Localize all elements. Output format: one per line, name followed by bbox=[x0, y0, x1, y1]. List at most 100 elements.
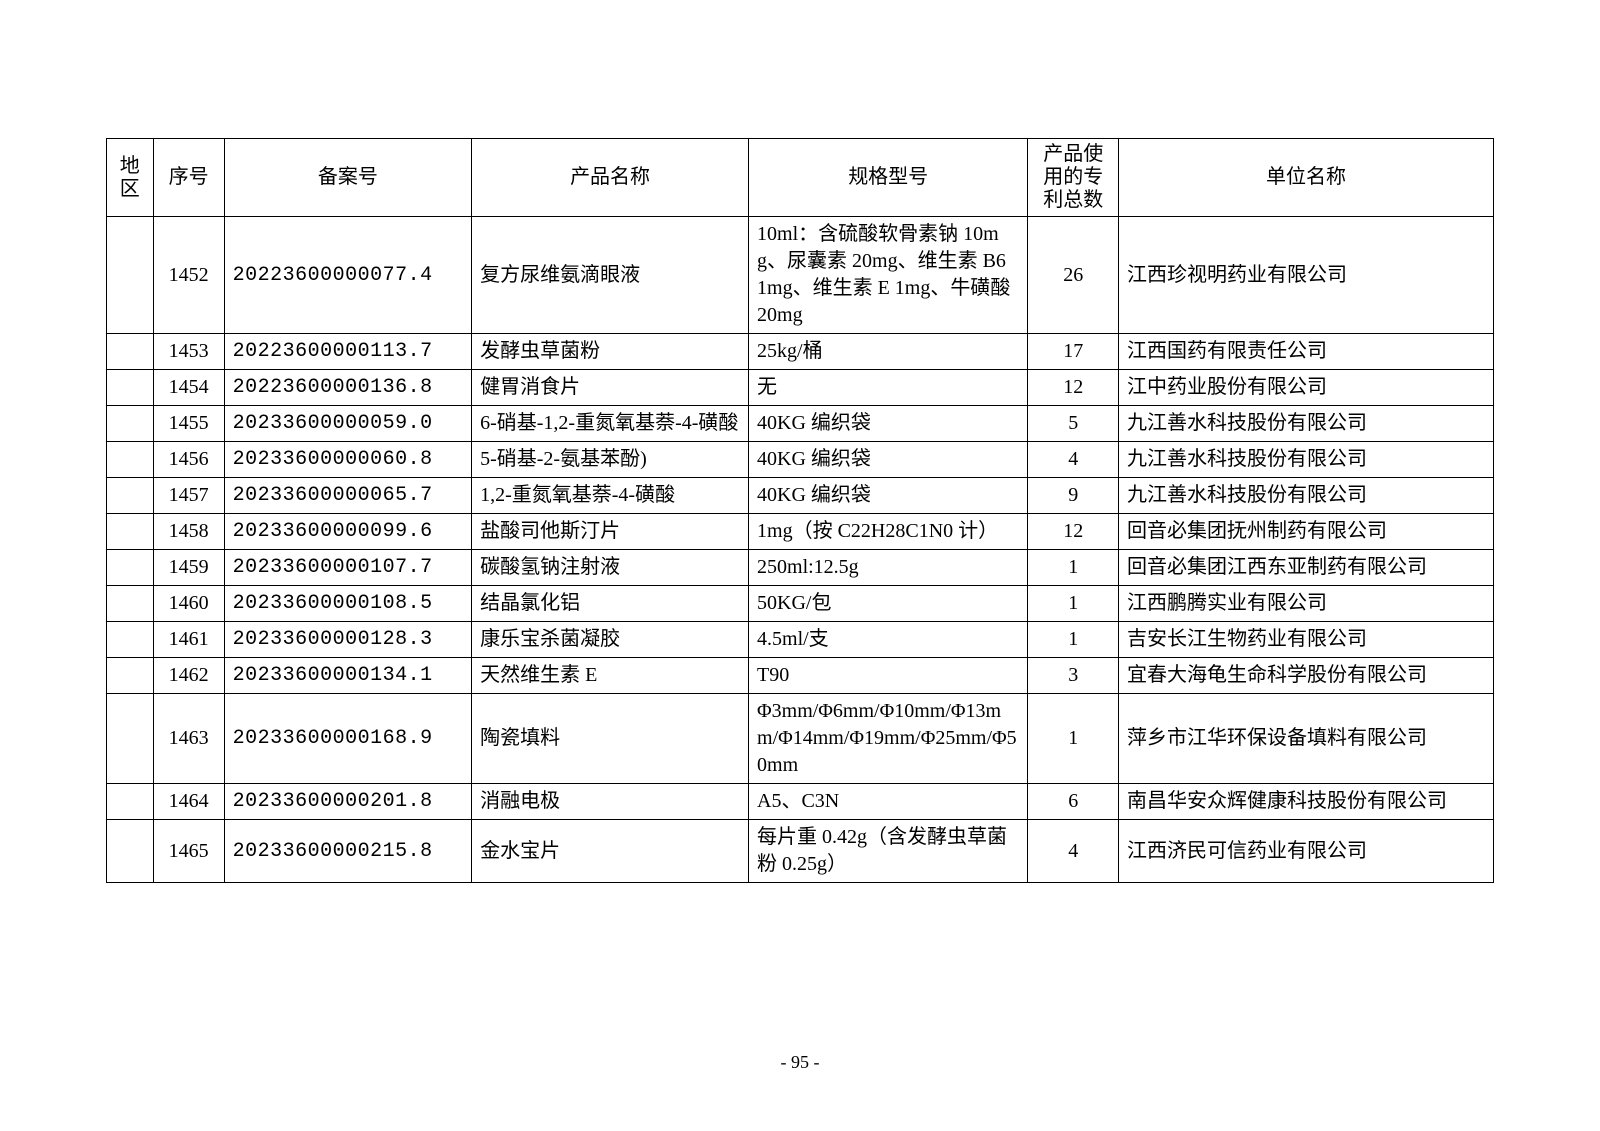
products-table: 地区 序号 备案号 产品名称 规格型号 产品使用的专利总数 单位名称 1452 … bbox=[106, 138, 1494, 883]
cell-spec: T90 bbox=[749, 658, 1028, 694]
cell-patent: 12 bbox=[1028, 370, 1119, 406]
cell-filing: 20233600000134.1 bbox=[224, 658, 472, 694]
cell-region bbox=[107, 370, 154, 406]
cell-filing: 20233600000128.3 bbox=[224, 622, 472, 658]
cell-patent: 1 bbox=[1028, 586, 1119, 622]
cell-patent: 1 bbox=[1028, 622, 1119, 658]
cell-name: 1,2-重氮氧基萘-4-磺酸 bbox=[472, 478, 749, 514]
table-row: 1456 20233600000060.8 5-硝基-2-氨基苯酚) 40KG … bbox=[107, 442, 1494, 478]
cell-filing: 20223600000136.8 bbox=[224, 370, 472, 406]
cell-unit: 九江善水科技股份有限公司 bbox=[1119, 406, 1494, 442]
cell-patent: 26 bbox=[1028, 217, 1119, 334]
cell-filing: 20233600000065.7 bbox=[224, 478, 472, 514]
table-row: 1465 20233600000215.8 金水宝片 每片重 0.42g（含发酵… bbox=[107, 820, 1494, 883]
cell-name: 盐酸司他斯汀片 bbox=[472, 514, 749, 550]
cell-spec: 40KG 编织袋 bbox=[749, 406, 1028, 442]
cell-seq: 1462 bbox=[153, 658, 224, 694]
cell-name: 金水宝片 bbox=[472, 820, 749, 883]
cell-region bbox=[107, 334, 154, 370]
table-header-row: 地区 序号 备案号 产品名称 规格型号 产品使用的专利总数 单位名称 bbox=[107, 139, 1494, 217]
col-header-seq: 序号 bbox=[153, 139, 224, 217]
cell-unit: 吉安长江生物药业有限公司 bbox=[1119, 622, 1494, 658]
table-row: 1455 20233600000059.0 6-硝基-1,2-重氮氧基萘-4-磺… bbox=[107, 406, 1494, 442]
table-row: 1462 20233600000134.1 天然维生素 E T90 3 宜春大海… bbox=[107, 658, 1494, 694]
table-row: 1453 20223600000113.7 发酵虫草菌粉 25kg/桶 17 江… bbox=[107, 334, 1494, 370]
col-header-name: 产品名称 bbox=[472, 139, 749, 217]
cell-unit: 江西鹏腾实业有限公司 bbox=[1119, 586, 1494, 622]
cell-spec: 25kg/桶 bbox=[749, 334, 1028, 370]
cell-spec: 无 bbox=[749, 370, 1028, 406]
cell-spec: 每片重 0.42g（含发酵虫草菌粉 0.25g） bbox=[749, 820, 1028, 883]
table-row: 1457 20233600000065.7 1,2-重氮氧基萘-4-磺酸 40K… bbox=[107, 478, 1494, 514]
cell-seq: 1456 bbox=[153, 442, 224, 478]
col-header-unit: 单位名称 bbox=[1119, 139, 1494, 217]
cell-region bbox=[107, 622, 154, 658]
cell-name: 健胃消食片 bbox=[472, 370, 749, 406]
cell-unit: 江西国药有限责任公司 bbox=[1119, 334, 1494, 370]
cell-region bbox=[107, 820, 154, 883]
cell-spec: 1mg（按 C22H28C1N0 计） bbox=[749, 514, 1028, 550]
cell-unit: 宜春大海龟生命科学股份有限公司 bbox=[1119, 658, 1494, 694]
cell-name: 康乐宝杀菌凝胶 bbox=[472, 622, 749, 658]
col-header-filing: 备案号 bbox=[224, 139, 472, 217]
cell-spec: 40KG 编织袋 bbox=[749, 442, 1028, 478]
cell-seq: 1452 bbox=[153, 217, 224, 334]
cell-name: 6-硝基-1,2-重氮氧基萘-4-磺酸 bbox=[472, 406, 749, 442]
cell-region bbox=[107, 586, 154, 622]
cell-name: 发酵虫草菌粉 bbox=[472, 334, 749, 370]
cell-name: 5-硝基-2-氨基苯酚) bbox=[472, 442, 749, 478]
cell-region bbox=[107, 217, 154, 334]
cell-filing: 20233600000099.6 bbox=[224, 514, 472, 550]
cell-unit: 萍乡市江华环保设备填料有限公司 bbox=[1119, 694, 1494, 784]
cell-unit: 南昌华安众辉健康科技股份有限公司 bbox=[1119, 784, 1494, 820]
page-number: - 95 - bbox=[0, 1052, 1600, 1073]
cell-patent: 5 bbox=[1028, 406, 1119, 442]
cell-seq: 1465 bbox=[153, 820, 224, 883]
cell-seq: 1455 bbox=[153, 406, 224, 442]
table-row: 1459 20233600000107.7 碳酸氢钠注射液 250ml:12.5… bbox=[107, 550, 1494, 586]
cell-name: 消融电极 bbox=[472, 784, 749, 820]
cell-spec: Φ3mm/Φ6mm/Φ10mm/Φ13mm/Φ14mm/Φ19mm/Φ25mm/… bbox=[749, 694, 1028, 784]
cell-seq: 1457 bbox=[153, 478, 224, 514]
cell-filing: 20233600000107.7 bbox=[224, 550, 472, 586]
cell-unit: 江西济民可信药业有限公司 bbox=[1119, 820, 1494, 883]
cell-unit: 江西珍视明药业有限公司 bbox=[1119, 217, 1494, 334]
cell-spec: A5、C3N bbox=[749, 784, 1028, 820]
cell-unit: 江中药业股份有限公司 bbox=[1119, 370, 1494, 406]
cell-patent: 12 bbox=[1028, 514, 1119, 550]
cell-name: 复方尿维氨滴眼液 bbox=[472, 217, 749, 334]
col-header-patent: 产品使用的专利总数 bbox=[1028, 139, 1119, 217]
cell-seq: 1458 bbox=[153, 514, 224, 550]
cell-patent: 1 bbox=[1028, 550, 1119, 586]
cell-spec: 40KG 编织袋 bbox=[749, 478, 1028, 514]
col-header-region: 地区 bbox=[107, 139, 154, 217]
cell-filing: 20223600000077.4 bbox=[224, 217, 472, 334]
cell-patent: 3 bbox=[1028, 658, 1119, 694]
cell-patent: 9 bbox=[1028, 478, 1119, 514]
cell-patent: 4 bbox=[1028, 442, 1119, 478]
cell-spec: 10ml：含硫酸软骨素钠 10mg、尿囊素 20mg、维生素 B6 1mg、维生… bbox=[749, 217, 1028, 334]
cell-seq: 1453 bbox=[153, 334, 224, 370]
cell-name: 结晶氯化铝 bbox=[472, 586, 749, 622]
cell-filing: 20233600000060.8 bbox=[224, 442, 472, 478]
cell-region bbox=[107, 694, 154, 784]
cell-region bbox=[107, 514, 154, 550]
cell-unit: 回音必集团抚州制药有限公司 bbox=[1119, 514, 1494, 550]
table-container: 地区 序号 备案号 产品名称 规格型号 产品使用的专利总数 单位名称 1452 … bbox=[106, 138, 1494, 883]
cell-seq: 1463 bbox=[153, 694, 224, 784]
cell-filing: 20233600000059.0 bbox=[224, 406, 472, 442]
cell-name: 天然维生素 E bbox=[472, 658, 749, 694]
cell-spec: 4.5ml/支 bbox=[749, 622, 1028, 658]
cell-patent: 4 bbox=[1028, 820, 1119, 883]
cell-seq: 1464 bbox=[153, 784, 224, 820]
col-header-spec: 规格型号 bbox=[749, 139, 1028, 217]
table-row: 1460 20233600000108.5 结晶氯化铝 50KG/包 1 江西鹏… bbox=[107, 586, 1494, 622]
cell-filing: 20233600000215.8 bbox=[224, 820, 472, 883]
cell-region bbox=[107, 442, 154, 478]
cell-seq: 1454 bbox=[153, 370, 224, 406]
cell-region bbox=[107, 406, 154, 442]
table-row: 1452 20223600000077.4 复方尿维氨滴眼液 10ml：含硫酸软… bbox=[107, 217, 1494, 334]
cell-region bbox=[107, 478, 154, 514]
cell-seq: 1460 bbox=[153, 586, 224, 622]
cell-region bbox=[107, 550, 154, 586]
